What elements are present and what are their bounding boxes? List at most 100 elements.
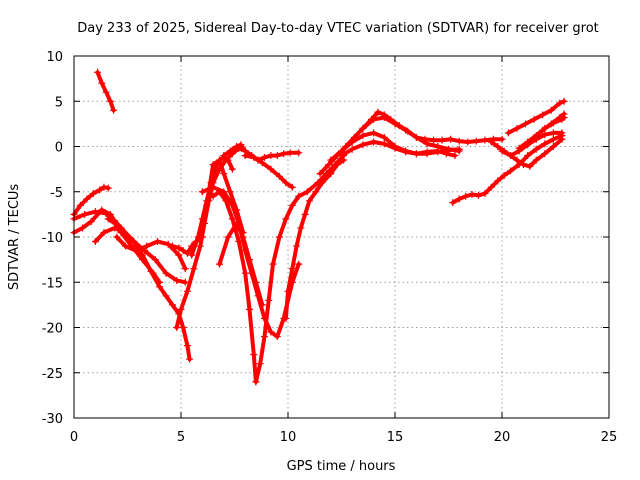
data-point [327,170,335,178]
data-point [203,201,211,209]
data-point [181,265,189,273]
series-trace [106,216,192,362]
data-point [267,328,275,336]
data-point [228,215,236,223]
data-point [455,147,463,155]
data-point [412,150,420,158]
data-point [260,333,268,341]
data-point [522,120,530,128]
data-point [228,165,236,173]
data-point [76,201,84,209]
data-point [190,265,198,273]
data-point [524,138,532,146]
data-point [245,256,253,264]
data-point [494,143,502,150]
series-arc-23 [449,132,566,207]
data-point [280,150,288,158]
data-point [549,135,557,143]
data-point [370,138,378,146]
data-point [273,333,281,341]
series-trace [93,225,188,285]
data-point [547,106,555,114]
data-point [110,106,118,114]
data-point [209,192,217,200]
data-point [526,162,534,170]
data-point [235,238,243,246]
data-point [100,228,108,236]
data-point [258,301,266,309]
data-point [305,197,313,205]
x-tick-label: 15 [387,430,404,445]
x-tick-label: 25 [601,430,618,445]
data-point [402,126,410,134]
data-point [104,215,112,223]
data-point [541,150,549,158]
data-point [245,305,253,313]
data-point [267,165,275,173]
data-point [374,108,382,116]
series-arc-1 [94,68,118,114]
data-point [423,150,431,158]
data-point [438,136,446,144]
series-arc-16 [241,152,296,191]
series-trace [450,133,564,205]
data-point [194,233,202,241]
data-point [481,190,489,198]
data-point [391,144,399,152]
data-point [481,136,489,144]
data-point [318,179,326,187]
data-point [173,276,181,284]
data-point [275,233,283,241]
data-point [177,305,185,313]
series-arc-28 [530,110,568,141]
data-point [250,153,258,161]
series-arc-18 [282,156,348,322]
data-point [226,147,234,155]
series-arc-17 [252,152,348,386]
data-point [94,68,102,76]
data-point [286,149,294,157]
data-point [530,133,538,141]
data-point [220,152,228,160]
data-point [316,170,324,178]
data-point [547,120,555,128]
series-trace [318,110,504,176]
data-point [297,224,305,232]
data-point [295,260,303,268]
data-point [186,355,194,363]
data-point [233,206,241,214]
data-point [106,210,114,218]
data-point [423,140,431,148]
data-point [524,152,532,160]
data-point [183,287,191,295]
data-point [380,114,388,122]
data-point [96,186,104,194]
data-point [256,360,264,368]
data-point [138,251,146,259]
series-arc-13 [216,219,266,309]
data-point [173,324,181,331]
data-point [239,228,247,236]
data-point [153,238,161,246]
data-point [179,324,187,331]
x-tick-label: 5 [177,430,185,445]
data-point [295,149,303,157]
axis-ticks: 0 5 10 15 20 25 -30 -25 -20 -15 -10 -5 0 5 10 [42,50,618,445]
data-point [333,161,341,169]
data-point [282,215,290,223]
data-point [391,120,399,128]
data-point [549,129,557,137]
series-trace [253,153,346,384]
x-axis-label: GPS time / hours [287,459,396,474]
data-point [556,99,564,107]
data-point [412,133,420,141]
y-tick-label: -15 [42,276,63,291]
data-point [147,267,155,275]
data-point [532,156,540,164]
data-point [451,152,459,160]
data-point [106,97,114,105]
data-point [130,238,138,246]
data-point [348,138,356,146]
data-point [282,314,290,322]
data-point [265,296,273,304]
